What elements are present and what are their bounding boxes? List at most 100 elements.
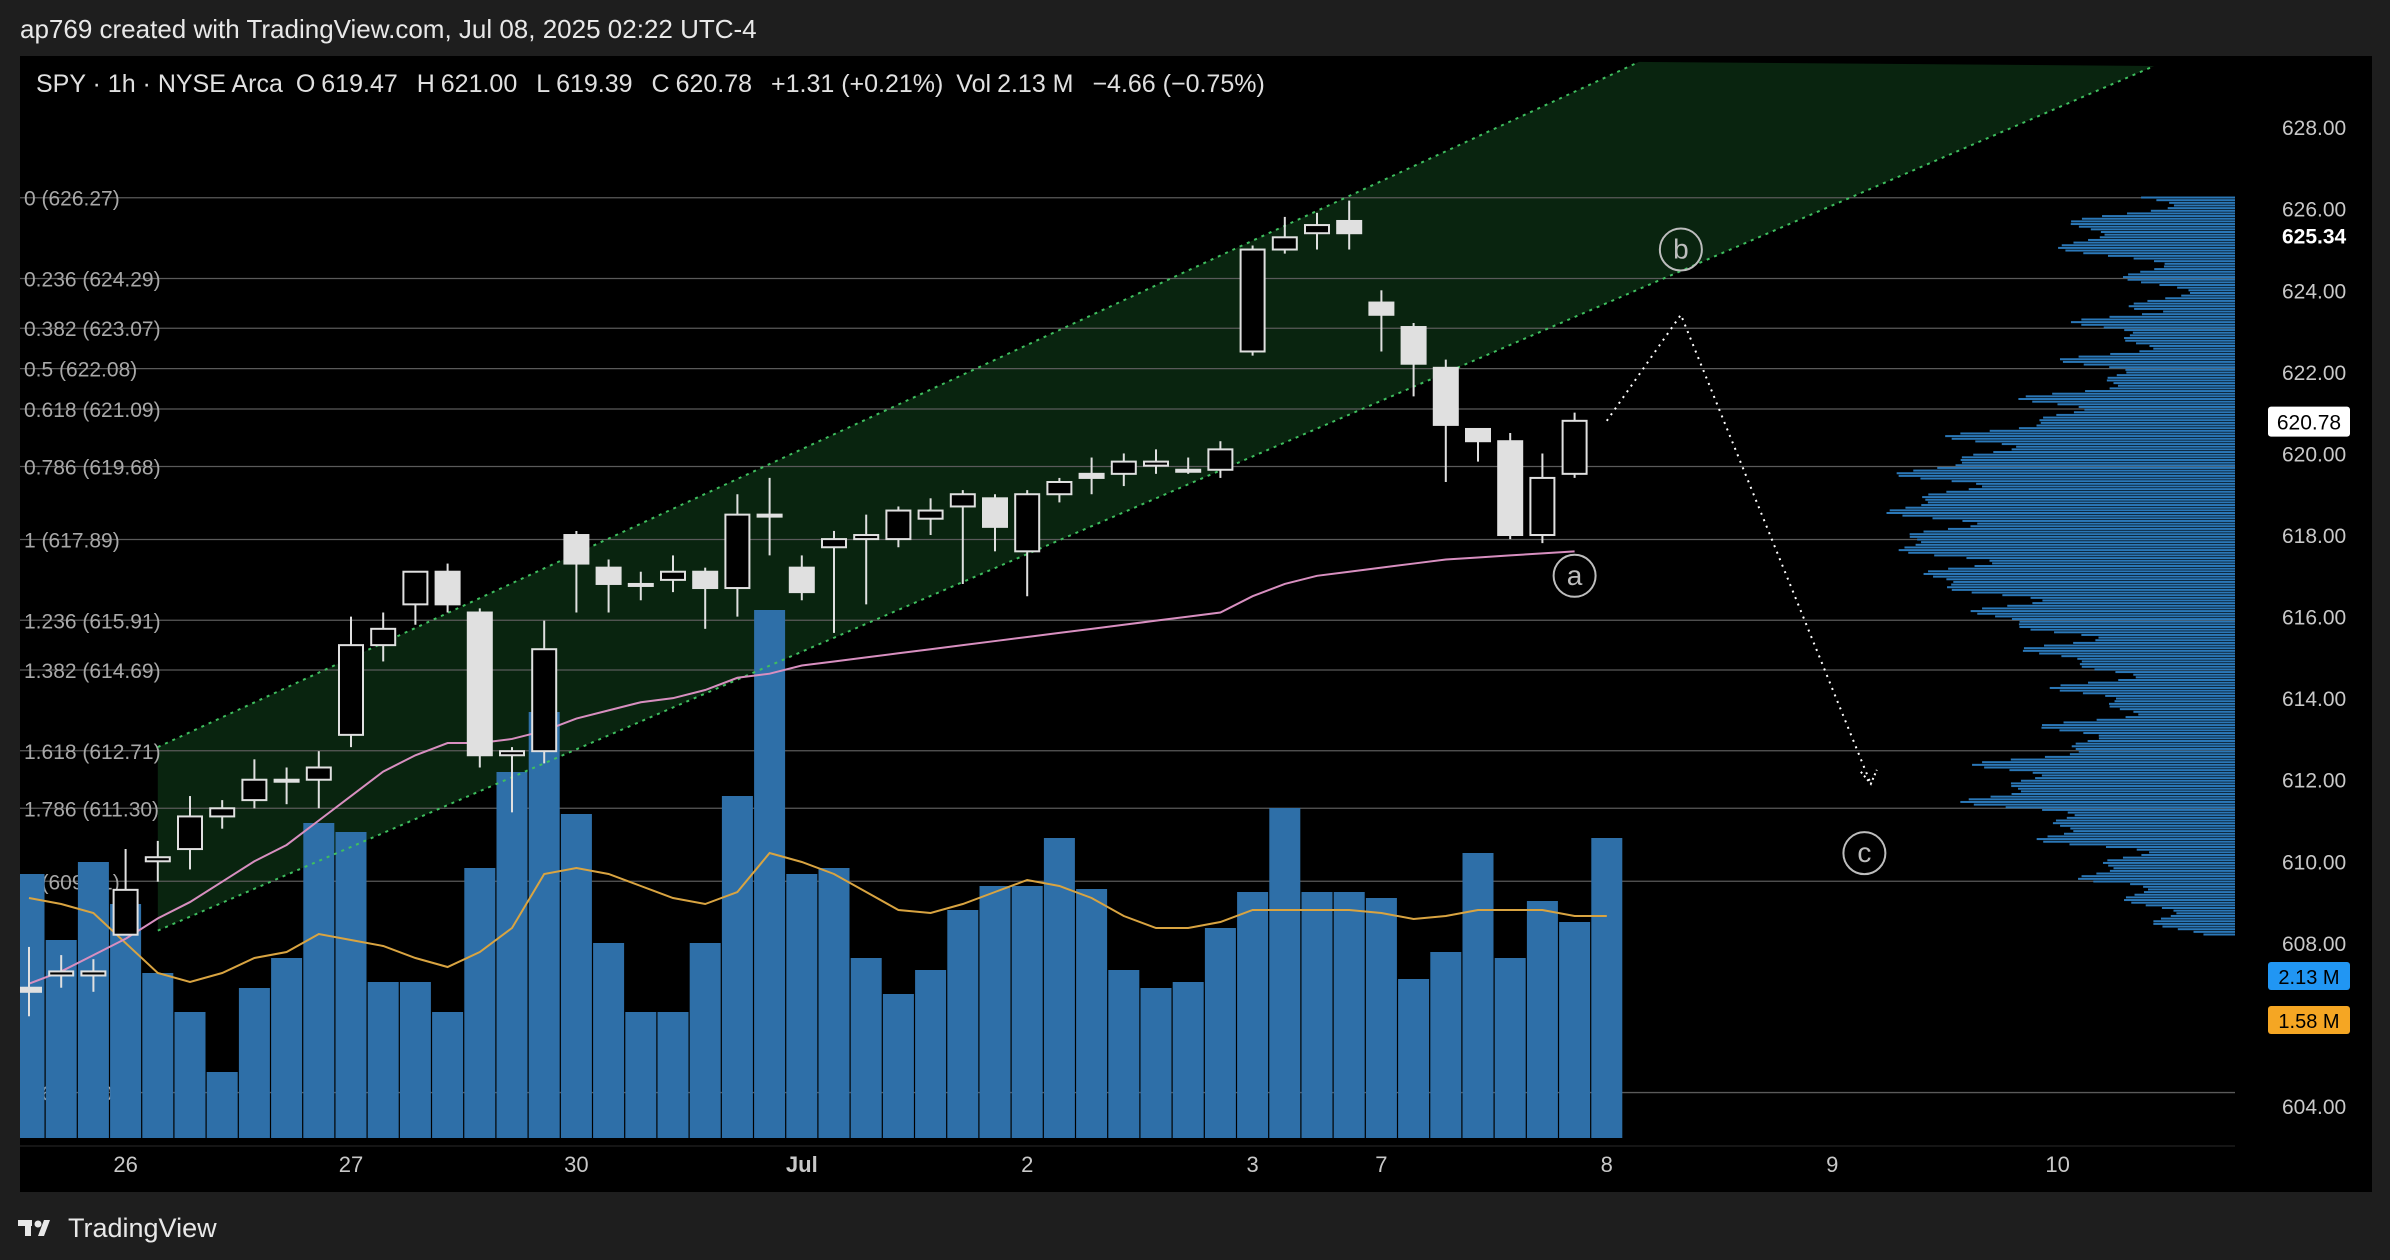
volume-profile-bar [2077,657,2235,660]
candle-body [1432,366,1459,426]
volume-bar [1076,889,1108,1138]
volume-profile-bar [2079,663,2235,666]
volume-bar [1430,952,1462,1138]
time-tick-label: 10 [2045,1152,2069,1177]
wave-label: c [1857,837,1871,868]
volume-profile-bar [1960,800,2235,803]
wave-label-circle [1842,831,1887,876]
candle-body [853,534,880,541]
legend-close-label: C [651,70,670,98]
volume-profile-bar [1966,557,2235,560]
volume-profile-bar [2119,708,2235,711]
candle [80,959,107,992]
volume-bar [1591,838,1623,1138]
volume-profile-bar [2156,199,2235,202]
volume-profile-bar [2124,899,2235,902]
candle-body [885,509,912,541]
candle-body [531,648,558,753]
volume-profile-bar [2069,843,2235,846]
candle [595,559,622,613]
volume-profile-bar [2139,350,2235,353]
volume-profile-bar [1977,612,2235,615]
legend-change: +1.31 (+0.21%) [771,70,944,98]
candle [692,567,719,629]
volume-profile-bar [1974,565,2235,568]
volume-profile-bar [2070,223,2235,226]
volume-profile-bar [2125,716,2235,719]
candle-body [563,534,590,565]
last-price-tag [2268,406,2350,437]
volume-profile-bar [2113,382,2235,385]
legend-symbol: SPY · 1h · NYSE Arca [36,70,283,98]
volume-profile-bar [2135,676,2235,679]
volume-profile-bar [2039,652,2235,655]
volume-profile-bar [1905,506,2235,509]
volume-bar [367,982,399,1138]
volume-profile-bar [2115,671,2235,674]
candle-body [1110,460,1137,475]
volume-profile-bar [2107,254,2235,257]
volume-profile-bar [1933,575,2235,578]
price-tick-label: 620.00 [2282,443,2346,466]
volume-profile-bar [2022,649,2235,652]
volume-bar [335,832,367,1138]
chart-area[interactable]: 0 (626.27) 0.236 (624.29) 0.382 (623.07) 0.… [20,56,2372,1192]
volume-profile-bar [1989,429,2235,432]
volume-profile-bar [2136,848,2235,851]
creator-credit: ap769 created with TradingView.com, Jul … [20,14,757,44]
candle-body [788,566,815,594]
candle-body [112,888,139,936]
candle [1014,490,1041,597]
volume-profile-bar [2041,774,2235,777]
volume-profile-bar [1909,535,2235,538]
candle [1465,427,1491,462]
volume-profile-bar [2113,867,2235,870]
volume-bar [625,1012,657,1138]
candle-body [1046,481,1073,496]
volume-profile-bar [2124,329,2235,332]
volume-bar [882,994,914,1138]
candle [48,955,75,988]
volume-profile-bar [2063,832,2235,835]
time-tick-label: 2 [1021,1152,1033,1177]
volume-profile-bar [2143,891,2235,894]
volume-profile-bar [2170,914,2235,917]
volume-profile-bar [2043,840,2235,843]
volume-profile-bar [2083,732,2235,735]
volume-profile-bar [1961,456,2235,459]
volume-bar [689,943,721,1138]
volume-profile-bar [2075,742,2235,745]
volume-profile-bar [1960,432,2235,435]
volume-profile-bar [2116,374,2235,377]
volume-profile-bar [2128,305,2235,308]
volume-profile [1886,196,2235,936]
candle-body [1304,224,1330,235]
candle [724,494,751,617]
volume-profile-bar [2104,233,2235,236]
price-chart-svg[interactable]: 0 (626.27) 0.236 (624.29) 0.382 (623.07) 0.… [20,56,2372,1192]
volume-profile-bar [2075,747,2235,750]
volume-profile-bar [2057,403,2235,406]
volume-bar [399,982,431,1138]
candle-body [1207,448,1234,471]
volume-profile-bar [2090,228,2235,231]
wave-label-circle [1552,553,1597,598]
volume-bar [303,823,335,1138]
volume-profile-bar [2073,411,2235,414]
fib-label: 0.5 (622.08) [24,359,137,382]
volume-profile-bar [2189,291,2235,294]
volume-profile-bar [1928,570,2235,573]
candle-body [660,570,686,581]
volume-profile-bar [2041,726,2235,729]
candle [1175,457,1202,474]
volume-bar [174,1012,206,1138]
candle [1271,216,1298,254]
legend-low: 619.39 [556,70,633,98]
volume-profile-bar [2071,745,2235,748]
volume-profile-bar [2018,427,2235,430]
price-tick-label: 604.00 [2282,1096,2346,1119]
volume-profile-bar [1921,541,2235,544]
candle [1336,200,1363,250]
volume-profile-bar [2150,209,2235,212]
candle [1046,477,1073,503]
